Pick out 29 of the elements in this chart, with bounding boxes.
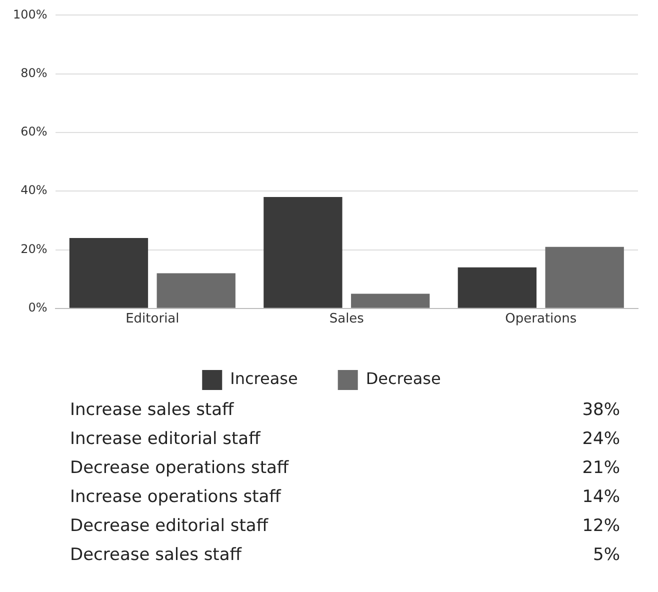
y-tick-label: 80% [20,66,48,80]
text: 5% [592,545,621,565]
x-tick-label: Sales [329,312,364,327]
bar [458,267,537,308]
x-tick-label: Editorial [126,312,180,327]
bar [69,238,148,308]
text: 12% [582,516,621,536]
bar [351,294,430,308]
bar [156,273,236,308]
text: Increase operations staff [70,487,282,507]
text: 24% [582,429,621,449]
y-tick-label: 100% [12,7,48,22]
legend-label: Increase [230,369,298,388]
y-tick-label: 40% [20,183,48,198]
text: Decrease sales staff [70,545,243,565]
legend-label: Decrease [366,369,441,388]
text: Decrease operations staff [70,458,290,478]
y-tick-label: 0% [28,300,48,315]
bar [264,196,342,308]
y-tick-label: 60% [20,124,48,139]
text: Increase sales staff [70,400,235,420]
x-tick-label: Operations [505,312,577,327]
text: 14% [582,487,621,507]
text: Increase editorial staff [70,429,262,449]
text: Decrease editorial staff [70,516,270,536]
bar [545,246,624,308]
text: 21% [582,458,621,478]
y-tick-label: 20% [20,242,48,256]
text: 38% [582,400,621,420]
